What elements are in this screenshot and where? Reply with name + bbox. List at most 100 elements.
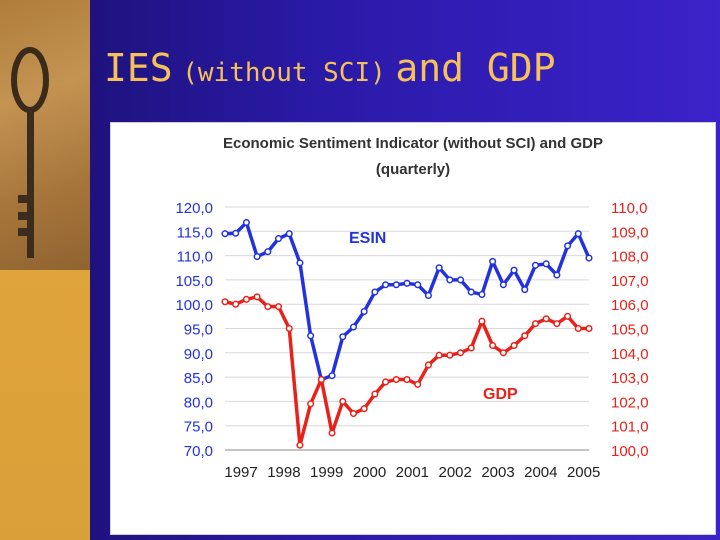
data-point-gdp [531,320,540,328]
series-line-gdp [224,295,589,447]
left-tick-label: 105,0 [175,273,213,290]
data-point-esin [392,281,400,289]
data-point-esin [456,276,465,284]
data-point-gdp [296,441,304,449]
left-tick-label: 115,0 [177,224,213,241]
data-point-gdp [382,378,390,386]
data-point-esin [585,254,593,262]
data-point-esin [564,242,572,250]
data-point-esin [553,271,561,279]
left-tick-label: 95,0 [184,322,213,339]
data-point-esin [221,230,229,238]
data-point-esin [424,291,432,300]
data-point-esin [285,230,293,238]
data-point-esin [328,372,336,380]
data-point-gdp [317,375,325,384]
right-tick-label: 109,0 [611,224,649,241]
data-point-gdp [456,349,465,357]
right-tick-label: 108,0 [611,249,649,266]
data-point-gdp [424,361,432,369]
data-point-esin [542,260,550,268]
data-point-gdp [542,315,550,323]
right-tick-label: 103,0 [611,370,649,387]
data-point-gdp [392,375,400,384]
data-point-gdp [403,375,411,384]
data-point-gdp [478,317,486,325]
data-point-gdp [264,303,272,311]
data-point-esin [467,288,475,296]
data-point-esin [360,307,368,316]
chart-title: Economic Sentiment Indicator (without SC… [222,135,604,152]
chart-panel: Economic Sentiment Indicator (without SC… [110,122,716,535]
data-point-gdp [414,380,422,388]
title-without-sci: (without SCI) [182,58,386,88]
data-point-esin [253,253,261,261]
data-point-esin [414,281,422,289]
data-point-esin [446,276,454,284]
data-point-esin [264,248,272,256]
data-point-gdp [574,324,582,333]
data-point-gdp [274,303,283,311]
data-point-gdp [328,429,336,437]
right-tick-label: 104,0 [611,346,649,363]
left-tick-label: 85,0 [184,370,213,387]
data-point-esin [296,259,304,267]
right-tick-label: 110,0 [611,200,647,217]
left-tick-label: 110,0 [177,249,213,266]
data-point-gdp [510,341,518,350]
x-tick-label: 2003 [481,464,514,481]
right-tick-label: 107,0 [611,273,649,290]
right-tick-label: 105,0 [611,322,649,339]
x-tick-label: 2002 [438,464,471,481]
data-point-esin [531,261,540,269]
data-point-gdp [467,344,475,352]
data-point-esin [242,219,250,227]
data-point-gdp [435,351,443,359]
title-and-gdp: and GDP [395,46,556,90]
right-tick-label: 102,0 [611,394,649,411]
left-tick-label: 90,0 [184,346,213,363]
left-tick-label: 70,0 [184,443,213,460]
x-tick-label: 1998 [267,464,300,481]
data-point-esin [274,235,283,243]
data-point-gdp [242,295,250,303]
data-point-gdp [499,349,507,357]
data-point-gdp [221,298,229,306]
series-label-esin: ESIN [349,230,386,247]
data-point-gdp [339,397,347,405]
data-point-gdp [521,332,529,340]
data-point-esin [339,333,347,341]
data-point-gdp [564,312,572,320]
left-tick-label: 100,0 [175,297,213,314]
series-line-esin [224,220,591,382]
data-point-gdp [371,390,379,398]
left-tick-label: 120,0 [175,200,213,217]
data-point-esin [499,281,507,289]
data-point-gdp [232,300,240,308]
data-point-gdp [553,320,561,328]
data-point-esin [371,288,379,296]
x-tick-label: 2000 [353,464,386,481]
x-tick-label: 1997 [224,464,257,481]
right-tick-label: 106,0 [611,297,649,314]
right-tick-label: 100,0 [611,443,649,460]
data-point-gdp [285,324,293,333]
data-point-gdp [360,405,368,413]
data-point-esin [307,332,315,340]
chart-subtitle: (quarterly) [375,161,451,178]
data-point-gdp [307,400,315,408]
left-tick-label: 75,0 [184,419,213,436]
right-tick-label: 101,0 [611,419,649,436]
data-point-esin [489,257,497,265]
x-tick-label: 2001 [396,464,429,481]
x-tick-label: 2004 [524,464,557,481]
data-point-esin [510,266,518,274]
data-point-gdp [253,293,261,301]
data-point-esin [382,281,390,289]
x-tick-label: 2005 [567,464,600,481]
chart-svg: 120,0 115,0 110,0 105,0 100,0 95,0 90,0 85,0 80,… [175,200,649,481]
data-point-gdp [446,351,454,359]
series-label-gdp: GDP [483,386,518,403]
data-point-gdp [349,410,358,418]
decor-photo [0,0,90,270]
